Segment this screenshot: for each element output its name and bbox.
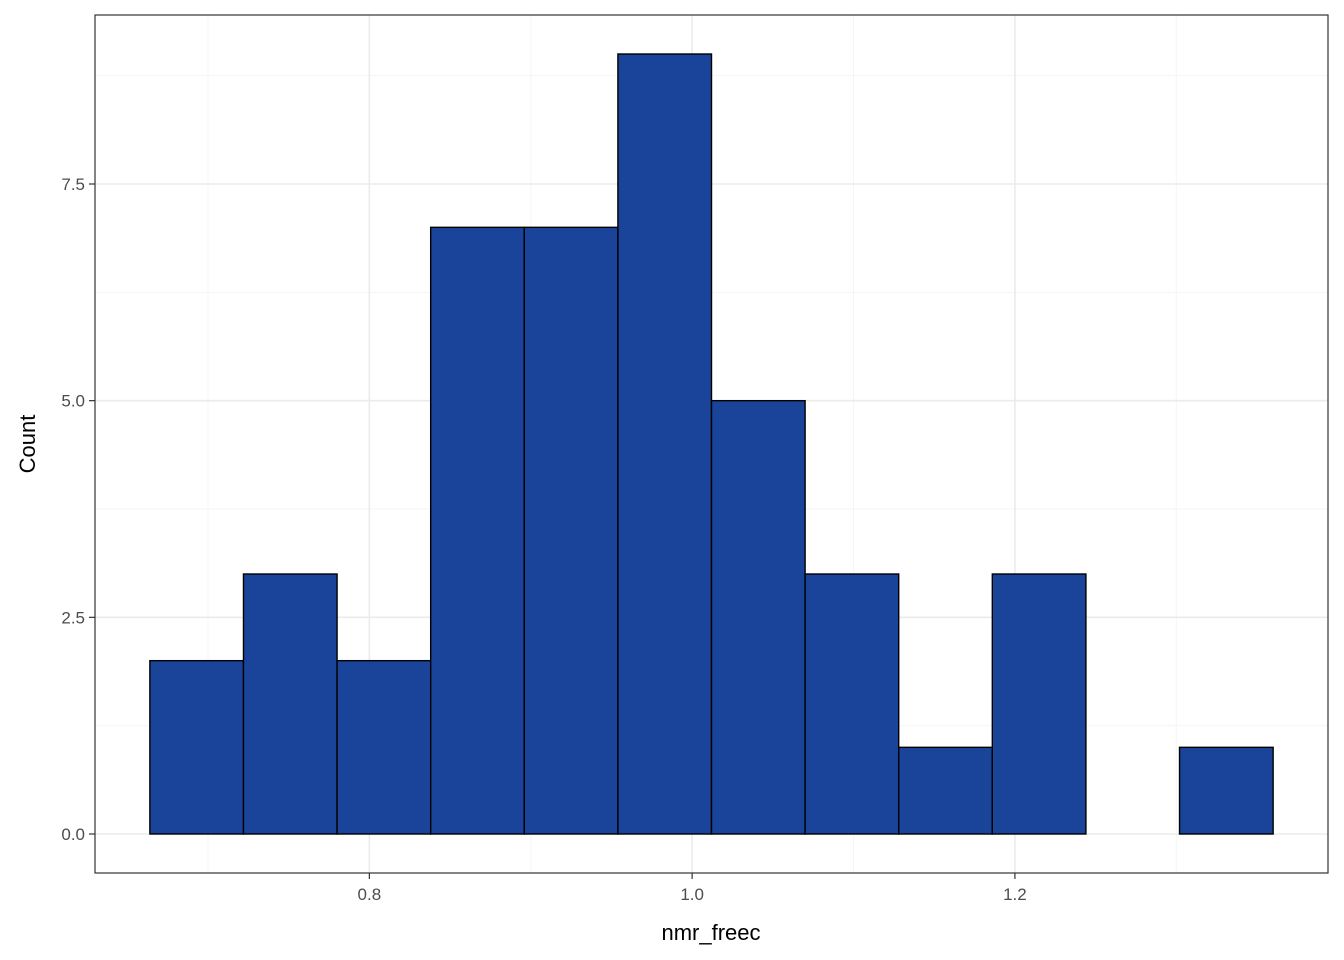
histogram-bar bbox=[804, 573, 900, 835]
histogram-bar bbox=[429, 226, 525, 835]
bars bbox=[149, 53, 1274, 835]
y-tick-label: 7.5 bbox=[61, 175, 85, 194]
histogram-bar bbox=[336, 659, 432, 835]
y-tick-label: 0.0 bbox=[61, 825, 85, 844]
y-tick-label: 5.0 bbox=[61, 392, 85, 411]
histogram-bar bbox=[149, 659, 245, 835]
histogram-bar bbox=[991, 573, 1087, 835]
x-tick-label: 1.2 bbox=[1003, 885, 1027, 904]
axes: 0.8 1.0 1.2 0.0 2.5 5.0 7.5 bbox=[61, 175, 1026, 904]
x-tick-label: 0.8 bbox=[358, 885, 382, 904]
x-tick-label: 1.0 bbox=[680, 885, 704, 904]
histogram-bar bbox=[710, 399, 806, 835]
histogram-bar bbox=[1178, 746, 1274, 835]
histogram-bar bbox=[242, 573, 338, 835]
y-tick-label: 2.5 bbox=[61, 608, 85, 627]
histogram-bar bbox=[523, 226, 619, 835]
y-axis-title: Count bbox=[15, 415, 40, 474]
x-axis-title: nmr_freec bbox=[661, 920, 760, 945]
panel-border bbox=[94, 14, 1329, 874]
histogram-bar bbox=[898, 746, 994, 835]
histogram-bar bbox=[617, 53, 713, 835]
